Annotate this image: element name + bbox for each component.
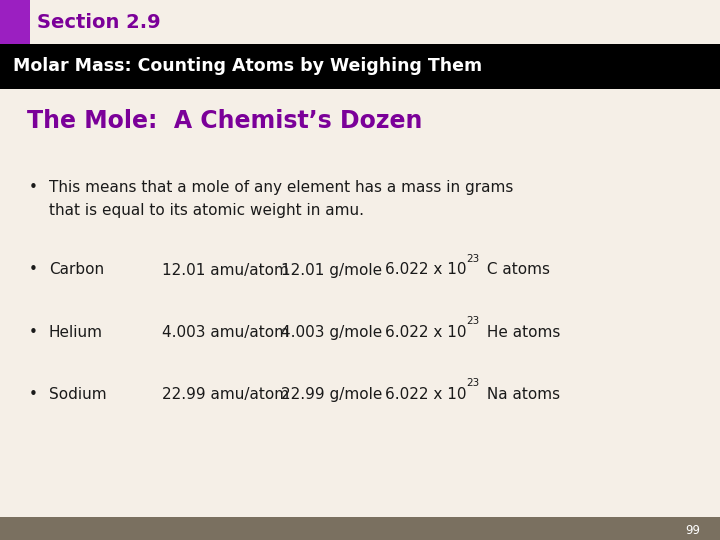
Text: •: • <box>29 325 37 340</box>
Text: 6.022 x 10: 6.022 x 10 <box>385 325 467 340</box>
Text: 12.01 g/mole: 12.01 g/mole <box>281 262 382 278</box>
Text: C atoms: C atoms <box>482 262 549 278</box>
Text: 12.01 amu/atom: 12.01 amu/atom <box>162 262 289 278</box>
Text: 23: 23 <box>466 379 479 388</box>
Text: 6.022 x 10: 6.022 x 10 <box>385 262 467 278</box>
Text: •: • <box>29 387 37 402</box>
Text: 23: 23 <box>466 316 479 326</box>
Text: 4.003 amu/atom: 4.003 amu/atom <box>162 325 289 340</box>
Text: Carbon: Carbon <box>49 262 104 278</box>
Text: Na atoms: Na atoms <box>482 387 560 402</box>
Text: 99: 99 <box>685 524 700 537</box>
Text: Sodium: Sodium <box>49 387 107 402</box>
Text: Helium: Helium <box>49 325 103 340</box>
Text: 22.99 amu/atom: 22.99 amu/atom <box>162 387 289 402</box>
Text: •: • <box>29 262 37 278</box>
Text: •: • <box>29 180 37 195</box>
Text: This means that a mole of any element has a mass in grams: This means that a mole of any element ha… <box>49 180 513 195</box>
FancyBboxPatch shape <box>0 517 720 540</box>
FancyBboxPatch shape <box>0 44 720 89</box>
Text: that is equal to its atomic weight in amu.: that is equal to its atomic weight in am… <box>49 203 364 218</box>
Text: The Mole:  A Chemist’s Dozen: The Mole: A Chemist’s Dozen <box>27 110 423 133</box>
FancyBboxPatch shape <box>0 0 30 44</box>
Text: 6.022 x 10: 6.022 x 10 <box>385 387 467 402</box>
Text: Section 2.9: Section 2.9 <box>37 12 161 32</box>
Text: He atoms: He atoms <box>482 325 560 340</box>
Text: Molar Mass: Counting Atoms by Weighing Them: Molar Mass: Counting Atoms by Weighing T… <box>13 57 482 76</box>
Text: 4.003 g/mole: 4.003 g/mole <box>281 325 382 340</box>
Text: 23: 23 <box>466 254 479 264</box>
Text: 22.99 g/mole: 22.99 g/mole <box>281 387 382 402</box>
